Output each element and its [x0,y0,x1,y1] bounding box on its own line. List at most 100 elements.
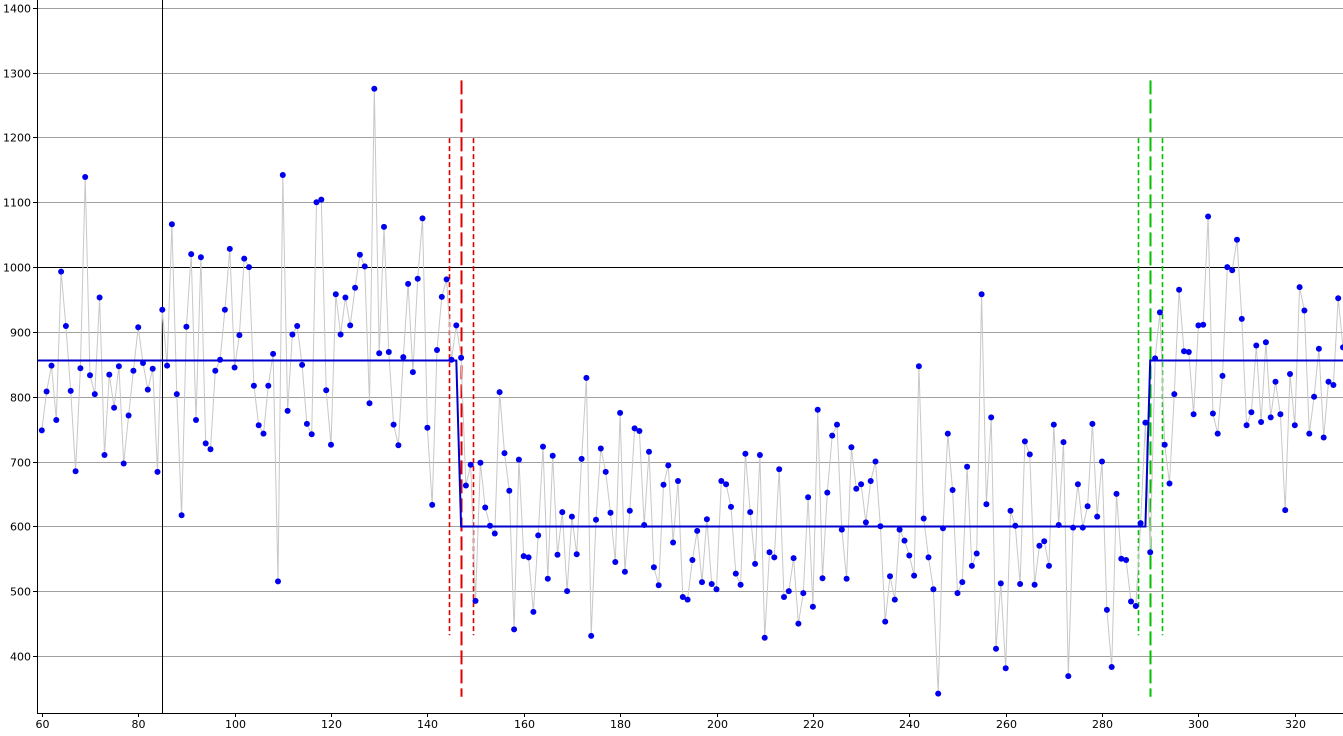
data-point-236 [887,573,893,580]
data-point-267 [1036,542,1043,549]
data-point-142 [434,347,440,353]
data-point-266 [1031,581,1038,588]
x-tick-label-140: 140 [417,718,438,731]
data-point-286 [1128,598,1134,605]
data-point-265 [1026,451,1033,458]
data-point-90 [183,323,190,330]
data-point-295 [1171,391,1178,398]
data-point-317 [1277,411,1284,418]
data-point-196 [694,527,701,534]
data-point-117 [313,199,320,206]
data-point-241 [911,572,918,579]
data-point-287 [1132,603,1139,609]
data-point-298 [1185,349,1192,355]
y-tick-label-900: 900 [10,327,31,340]
data-point-254 [973,550,980,557]
y-tick-label-1100: 1100 [3,197,31,210]
data-point-111 [284,407,291,414]
data-point-141 [429,501,436,508]
y-tick-label-1300: 1300 [3,68,31,81]
data-point-156 [501,450,508,457]
data-point-91 [188,251,195,258]
data-point-112 [289,331,296,338]
data-point-84 [154,468,161,475]
data-point-275 [1074,481,1081,488]
data-point-63 [53,417,60,423]
data-point-319 [1287,371,1293,377]
data-point-168 [559,509,566,516]
data-point-237 [891,596,898,603]
data-point-283 [1113,490,1120,497]
data-point-70 [87,372,93,379]
data-point-144 [443,276,450,283]
data-point-268 [1041,538,1048,545]
data-point-229 [853,485,860,492]
data-point-330 [1340,344,1343,351]
data-point-205 [737,581,744,588]
data-point-80 [135,324,142,331]
data-point-302 [1205,213,1212,220]
data-point-175 [593,516,599,523]
data-point-96 [212,367,219,374]
data-point-217 [795,620,802,627]
data-point-161 [525,554,532,561]
y-tick-label-1200: 1200 [3,132,31,145]
data-points [38,85,1343,697]
x-tick-label-260: 260 [996,718,1017,731]
data-point-131 [381,223,387,230]
y-tick-label-600: 600 [10,521,31,534]
data-point-114 [299,361,306,368]
data-point-221 [814,406,821,413]
data-point-328 [1330,382,1337,388]
data-point-77 [120,460,127,467]
data-point-216 [790,555,797,562]
data-point-178 [607,509,614,516]
data-point-299 [1190,411,1197,418]
data-point-327 [1325,378,1332,385]
data-point-316 [1272,378,1279,385]
data-point-273 [1065,673,1072,680]
data-point-210 [761,634,768,641]
data-point-176 [597,445,604,452]
data-point-98 [221,306,228,313]
data-point-326 [1320,434,1327,441]
data-point-277 [1084,503,1091,510]
x-tick-label-300: 300 [1188,718,1209,731]
data-point-123 [342,294,349,301]
data-point-132 [385,349,392,355]
data-point-329 [1335,295,1342,302]
data-point-276 [1079,524,1086,531]
y-tick-label-400: 400 [10,651,31,664]
y-axis-tick-labels: 400 500 600 700 800 900 1000 1100 1200 1300 1400 [3,3,31,664]
data-point-255 [978,291,985,298]
data-point-157 [506,487,513,494]
data-point-149 [467,461,474,468]
data-point-177 [602,468,609,475]
data-point-139 [419,215,426,222]
data-point-192 [675,478,681,484]
data-point-294 [1166,480,1173,487]
data-point-71 [91,391,98,398]
data-point-79 [130,367,137,374]
data-point-137 [409,369,416,376]
data-point-224 [829,432,836,439]
data-point-179 [612,559,619,565]
data-point-230 [858,481,865,488]
data-point-238 [896,526,903,533]
mean-step-line [37,359,1343,528]
data-point-172 [578,455,585,462]
data-point-197 [699,579,705,586]
data-point-124 [347,322,354,329]
data-point-73 [101,452,108,458]
data-point-259 [997,580,1004,587]
data-point-246 [935,690,942,697]
data-point-113 [294,323,301,329]
mean-step-polyline [37,359,1343,528]
x-tick-label-280: 280 [1092,718,1113,731]
data-point-119 [323,387,330,394]
data-point-239 [901,537,908,544]
data-point-121 [332,291,339,298]
x-tick-label-220: 220 [803,718,824,731]
data-point-99 [226,245,233,252]
